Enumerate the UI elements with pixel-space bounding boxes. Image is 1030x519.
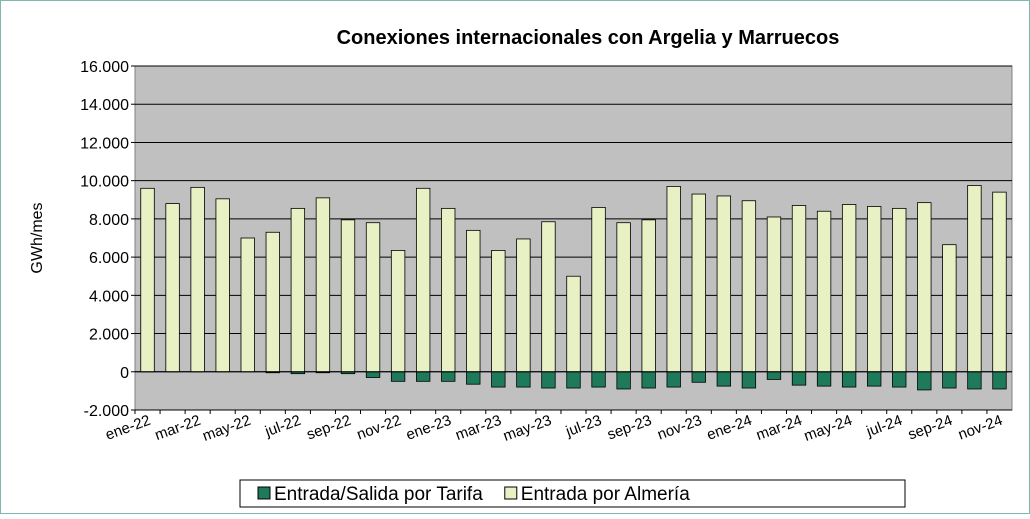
bar [791,205,807,373]
bar [841,371,857,388]
bar [766,216,782,373]
bar [215,198,230,373]
bar [265,231,280,373]
bar [365,222,381,373]
bar [741,371,757,389]
bar [741,200,757,373]
bar [566,371,581,389]
legend-label: Entrada por Almería [521,484,690,505]
y-tick-label: -2.000 [84,403,129,420]
y-axis-label: GWh/mes [29,202,46,273]
bar [691,193,706,373]
bar [290,207,306,373]
y-tick-label: 2.000 [89,327,129,344]
y-tick-label: 8.000 [89,212,129,229]
legend-swatch [257,486,271,500]
bar [240,237,255,373]
bar [516,371,531,388]
bar [967,371,982,390]
bar [666,185,681,373]
bar [716,371,732,387]
bar [892,207,907,373]
y-tick-label: 16.000 [80,59,129,76]
bar [641,371,656,389]
bar [390,371,406,382]
bar [791,371,807,386]
bar [816,371,832,387]
y-tick-label: 10.000 [80,174,129,191]
bar [591,207,606,373]
bar [566,275,581,373]
bar [491,250,506,373]
bar [466,371,481,385]
bar [942,244,957,373]
y-tick-label: 0 [120,365,129,382]
bar [466,229,481,373]
bar [967,185,982,373]
chart-title: Conexiones internacionales con Argelia y… [337,27,840,49]
bar [942,371,957,389]
bar [390,250,406,373]
legend-label: Entrada/Salida por Tarifa [274,484,483,505]
bar [591,371,606,388]
bar [892,371,907,388]
bar [641,219,656,373]
bar [616,371,631,390]
bar [867,206,882,373]
bar [766,371,782,380]
bar [315,197,331,373]
bar [616,222,631,373]
bar [666,371,681,388]
legend-swatch [504,486,518,500]
y-tick-label: 6.000 [89,250,129,267]
bar [140,187,155,373]
bar [716,195,732,373]
y-tick-label: 12.000 [80,135,129,152]
bar [415,187,431,373]
bar [917,202,932,373]
bar [917,371,932,391]
bar [340,219,356,373]
bar [816,210,832,373]
y-tick-label: 14.000 [80,97,129,114]
bar [541,221,556,373]
bar [867,371,882,387]
y-tick-label: 4.000 [89,288,129,305]
bar [992,371,1007,390]
bar [415,371,431,382]
bar [841,204,857,373]
bar [516,238,531,373]
bar [165,203,180,373]
bar [491,371,506,388]
bar [992,191,1007,373]
bar [441,371,456,382]
bar [441,207,456,373]
bar [365,371,381,378]
bar [190,186,205,373]
bar [541,371,556,389]
legend [239,479,906,508]
bar [691,371,706,383]
